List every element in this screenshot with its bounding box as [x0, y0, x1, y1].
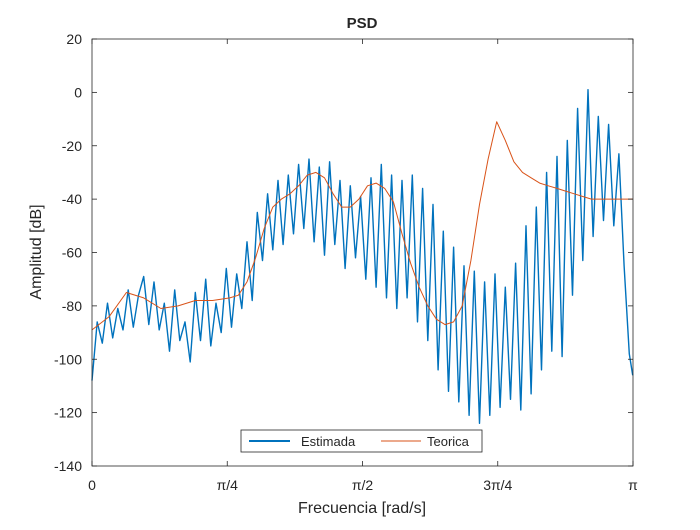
x-tick-label: 3π/4: [483, 477, 512, 493]
x-axis: 0 π/4 π/2 3π/4 π: [88, 39, 638, 493]
y-tick-label: -120: [54, 405, 82, 421]
series-line-estimada: [91, 88, 634, 424]
y-tick-label: -20: [62, 138, 82, 154]
axes-box: [92, 39, 633, 466]
chart-title: PSD: [347, 15, 378, 32]
x-tick-label: π/2: [352, 477, 374, 493]
y-tick-label: -60: [62, 245, 82, 261]
x-axis-label: Frecuencia [rad/s]: [298, 500, 426, 517]
y-tick-label: -140: [54, 458, 82, 474]
y-tick-label: -100: [54, 351, 82, 367]
legend-box: [240, 429, 483, 453]
x-tick-label: π/4: [217, 477, 239, 493]
series-layer: [91, 88, 634, 424]
y-tick-label: -40: [62, 191, 82, 207]
y-axis-label: Amplitud [dB]: [28, 204, 45, 299]
y-tick-label: 20: [66, 31, 82, 47]
legend: Estimada Teorica: [240, 429, 483, 453]
plot-area: [91, 38, 634, 467]
y-tick-label: -80: [62, 298, 82, 314]
y-tick-label: 0: [74, 84, 82, 100]
y-axis: 20 0 -20 -40 -60 -80 -100 -120 -140: [54, 31, 633, 474]
x-tick-label: 0: [88, 477, 96, 493]
legend-label-estimada: Estimada: [301, 434, 356, 449]
x-tick-label: π: [628, 477, 638, 493]
legend-label-teorica: Teorica: [427, 434, 470, 449]
series-line-teorica: [91, 121, 633, 331]
